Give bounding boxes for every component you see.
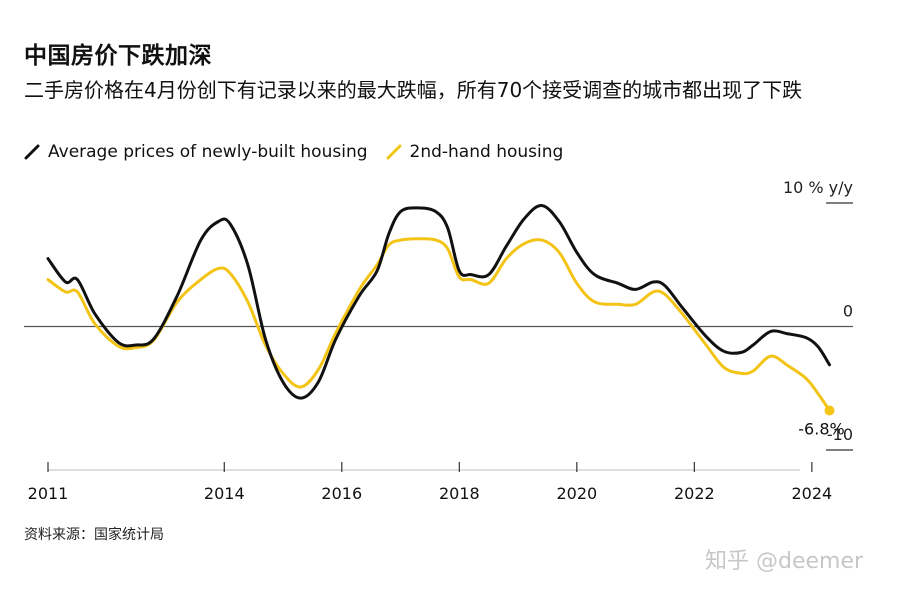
legend-label-new-housing: Average prices of newly-built housing xyxy=(48,142,368,162)
legend-swatch-black xyxy=(24,144,40,160)
legend: Average prices of newly-built housing 2n… xyxy=(24,142,581,162)
legend-label-secondhand-housing: 2nd-hand housing xyxy=(409,142,564,162)
end-point-secondhand-housing xyxy=(824,405,835,416)
x-tick-label-2: 2016 xyxy=(321,484,362,503)
y-tick-label-2: -10 xyxy=(827,425,853,444)
legend-item-new-housing: Average prices of newly-built housing xyxy=(24,142,368,162)
chart-subtitle: 二手房价格在4月份创下有记录以来的最大跌幅，所有70个接受调查的城市都出现了下跌 xyxy=(24,78,803,102)
series-line-new-housing xyxy=(46,204,831,400)
x-tick-label-0: 2011 xyxy=(28,484,69,503)
x-tick-label-6: 2024 xyxy=(792,484,833,503)
x-tick-label-4: 2020 xyxy=(556,484,597,503)
x-tick-label-3: 2018 xyxy=(439,484,480,503)
annotation-label: -6.8% xyxy=(798,419,844,438)
series-line-secondhand-housing xyxy=(46,237,831,412)
legend-item-secondhand-housing: 2nd-hand housing xyxy=(386,142,564,162)
y-tick-label-0: 10 % y/y xyxy=(783,178,853,197)
chart-title: 中国房价下跌加深 xyxy=(24,43,212,69)
x-tick-label-1: 2014 xyxy=(204,484,245,503)
x-tick-label-5: 2022 xyxy=(674,484,715,503)
y-tick-label-1: 0 xyxy=(843,302,853,321)
watermark: 知乎 @deemer xyxy=(705,549,864,574)
source-note: 资料来源：国家统计局 xyxy=(24,527,164,543)
legend-swatch-yellow xyxy=(386,144,402,160)
